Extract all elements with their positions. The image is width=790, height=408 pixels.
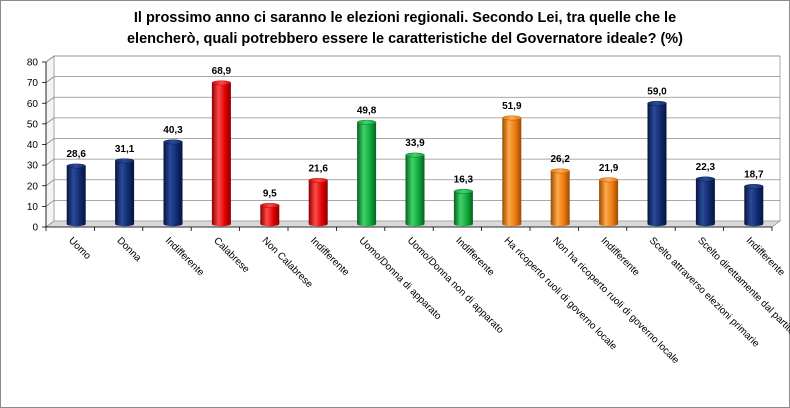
y-tick-label: 20 bbox=[27, 181, 39, 192]
y-axis: 0 10 20 30 40 50 60 70 80 bbox=[27, 58, 47, 234]
category-label: Donna bbox=[114, 235, 143, 264]
bar bbox=[647, 100, 667, 227]
x-axis: Uomo Donna Indifferente Calabrese Non Calabr… bbox=[45, 226, 790, 366]
bar bbox=[405, 152, 425, 227]
chart-title: Il prossimo anno ci saranno le elezioni … bbox=[60, 8, 750, 50]
bar-body bbox=[550, 170, 570, 227]
category-label: Uomo/Donna di apparato bbox=[356, 235, 443, 322]
y-tick-label: 0 bbox=[32, 223, 38, 234]
bar-body bbox=[502, 117, 522, 227]
bar-top bbox=[356, 119, 377, 125]
gridline-side bbox=[45, 117, 55, 125]
data-label: 16,3 bbox=[454, 174, 474, 185]
chart-title-line-2: elencherò, quali potrebbero essere le ca… bbox=[126, 31, 684, 47]
bar-body bbox=[66, 166, 86, 227]
bar bbox=[308, 178, 328, 227]
bar-body bbox=[260, 205, 280, 227]
bar-top bbox=[163, 139, 183, 145]
category-label: Calabrese bbox=[211, 235, 251, 275]
bar-top bbox=[598, 177, 619, 183]
y-tick-label: 80 bbox=[27, 58, 39, 69]
bars bbox=[66, 80, 764, 227]
gridline-side bbox=[45, 76, 55, 83]
bar bbox=[163, 139, 183, 227]
bar-body bbox=[695, 179, 715, 227]
gridline-side bbox=[45, 138, 55, 145]
bar-top bbox=[66, 163, 86, 169]
bar bbox=[598, 177, 619, 227]
bar-top bbox=[308, 178, 328, 183]
data-label: 59,0 bbox=[647, 86, 667, 97]
bar bbox=[744, 184, 764, 227]
bar bbox=[502, 115, 522, 227]
bar-top bbox=[453, 188, 474, 194]
y-tick-label: 70 bbox=[27, 78, 39, 89]
data-label: 18,7 bbox=[744, 169, 764, 180]
gridline-side bbox=[45, 158, 55, 166]
bar-body bbox=[744, 186, 764, 227]
gridline-side bbox=[45, 96, 55, 104]
category-label: Uomo/Donna non di apparato bbox=[405, 235, 506, 336]
data-label: 9,5 bbox=[263, 188, 277, 199]
bar-top bbox=[695, 176, 716, 182]
data-label: 51,9 bbox=[502, 101, 522, 112]
bar-body bbox=[163, 141, 183, 227]
bar bbox=[211, 80, 232, 227]
category-label: Indifferente bbox=[598, 235, 641, 278]
y-tick-label: 30 bbox=[27, 161, 39, 172]
data-label: 33,9 bbox=[405, 138, 425, 149]
data-label: 21,6 bbox=[308, 163, 328, 174]
category-label: Indifferente bbox=[163, 235, 206, 278]
bar-body bbox=[357, 122, 377, 227]
category-label: Uomo bbox=[66, 235, 93, 262]
y-tick-label: 60 bbox=[27, 99, 39, 110]
y-tick-label: 40 bbox=[27, 140, 39, 151]
bar-top bbox=[260, 203, 280, 208]
bar-body bbox=[405, 155, 425, 227]
category-label: Indifferente bbox=[744, 235, 787, 278]
bar-top bbox=[405, 152, 425, 158]
data-labels: 28,6 31,1 40,3 68,9 9,5 21,6 49,8 33,9 16,3 51,9 2… bbox=[66, 66, 764, 200]
bar-top bbox=[114, 158, 135, 164]
bar-top bbox=[744, 184, 764, 189]
bar bbox=[260, 203, 280, 227]
data-label: 31,1 bbox=[115, 144, 135, 155]
bar bbox=[453, 188, 474, 227]
data-label: 26,2 bbox=[550, 154, 570, 165]
category-label: Scelto attraverso elezioni primarie bbox=[647, 235, 762, 350]
category-label: Indifferente bbox=[453, 235, 496, 278]
data-label: 22,3 bbox=[696, 162, 716, 173]
bar-top bbox=[211, 80, 232, 86]
gridline-side bbox=[45, 55, 55, 63]
category-label: Indifferente bbox=[308, 235, 351, 278]
bar-body bbox=[308, 180, 328, 227]
data-label: 21,9 bbox=[599, 163, 619, 174]
data-label: 68,9 bbox=[212, 66, 232, 77]
y-tick-label: 50 bbox=[27, 119, 39, 130]
bar-body bbox=[647, 103, 667, 227]
bar bbox=[356, 119, 377, 227]
data-label: 28,6 bbox=[66, 149, 86, 160]
chart-title-line-1: Il prossimo anno ci saranno le elezioni … bbox=[133, 10, 677, 26]
gridline-side bbox=[45, 200, 55, 207]
data-label: 49,8 bbox=[357, 105, 377, 116]
bar bbox=[66, 163, 86, 227]
bar-body bbox=[599, 179, 619, 227]
bar-body bbox=[453, 191, 473, 227]
data-label: 40,3 bbox=[163, 125, 183, 136]
y-tick-label: 10 bbox=[27, 202, 39, 213]
bar-top bbox=[647, 100, 667, 106]
bar-top bbox=[550, 168, 570, 174]
bar-top bbox=[502, 115, 522, 121]
bar bbox=[550, 168, 570, 227]
bar-body bbox=[211, 82, 231, 227]
gridline-side bbox=[45, 179, 55, 187]
bar bbox=[114, 158, 135, 227]
bar-body bbox=[115, 160, 135, 227]
bar bbox=[695, 176, 716, 227]
category-label: Non Calabrese bbox=[260, 235, 315, 290]
